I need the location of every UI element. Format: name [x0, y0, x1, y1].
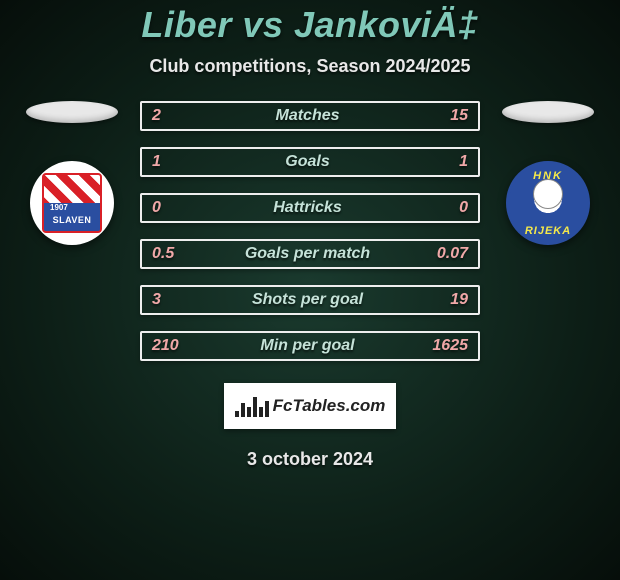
logo-bar [247, 407, 251, 417]
brand-logo: FcTables.com [224, 383, 396, 429]
left-name-oval [26, 101, 118, 123]
stat-row: 210Min per goal1625 [140, 331, 480, 361]
stat-label: Shots per goal [192, 291, 423, 309]
stat-left-value: 1 [142, 153, 192, 171]
page-title: Liber vs JankoviÄ‡ [141, 4, 478, 46]
stat-row: 0Hattricks0 [140, 193, 480, 223]
right-team-crest: HNK RIJEKA [506, 161, 590, 245]
crest-text-bottom: RIJEKA [509, 225, 587, 237]
stat-right-value: 0 [423, 199, 478, 217]
stat-label: Goals [192, 153, 423, 171]
left-team-crest [30, 161, 114, 245]
stat-right-value: 1 [423, 153, 478, 171]
stat-right-value: 0.07 [423, 245, 478, 263]
stat-right-value: 1625 [423, 337, 478, 355]
stat-label: Goals per match [192, 245, 423, 263]
card-content: Liber vs JankoviÄ‡ Club competitions, Se… [0, 0, 620, 580]
stat-left-value: 210 [142, 337, 192, 355]
soccer-ball-icon [533, 179, 563, 209]
stats-table: 2Matches15 1Goals1 0Hattricks0 0.5Goals per… [140, 101, 480, 361]
logo-bar [265, 401, 269, 417]
stat-left-value: 2 [142, 107, 192, 125]
rijeka-shield-icon: HNK RIJEKA [509, 164, 587, 242]
stat-right-value: 19 [423, 291, 478, 309]
stat-right-value: 15 [423, 107, 478, 125]
brand-name: FcTables.com [273, 396, 386, 416]
stat-label: Hattricks [192, 199, 423, 217]
stat-row: 3Shots per goal19 [140, 285, 480, 315]
logo-bar [241, 403, 245, 417]
main-row: 2Matches15 1Goals1 0Hattricks0 0.5Goals per… [0, 101, 620, 361]
stat-left-value: 3 [142, 291, 192, 309]
logo-bar [235, 411, 239, 417]
left-column [22, 101, 122, 245]
date-label: 3 october 2024 [247, 449, 373, 470]
right-column: HNK RIJEKA [498, 101, 598, 245]
slaven-shield-icon [42, 173, 102, 233]
stat-row: 1Goals1 [140, 147, 480, 177]
stat-left-value: 0 [142, 199, 192, 217]
right-name-oval [502, 101, 594, 123]
stat-label: Matches [192, 107, 423, 125]
stat-row: 0.5Goals per match0.07 [140, 239, 480, 269]
stat-label: Min per goal [192, 337, 423, 355]
logo-bar [253, 397, 257, 417]
logo-bar [259, 407, 263, 417]
subtitle: Club competitions, Season 2024/2025 [149, 56, 470, 77]
bar-chart-icon [235, 395, 269, 417]
stat-row: 2Matches15 [140, 101, 480, 131]
stat-left-value: 0.5 [142, 245, 192, 263]
